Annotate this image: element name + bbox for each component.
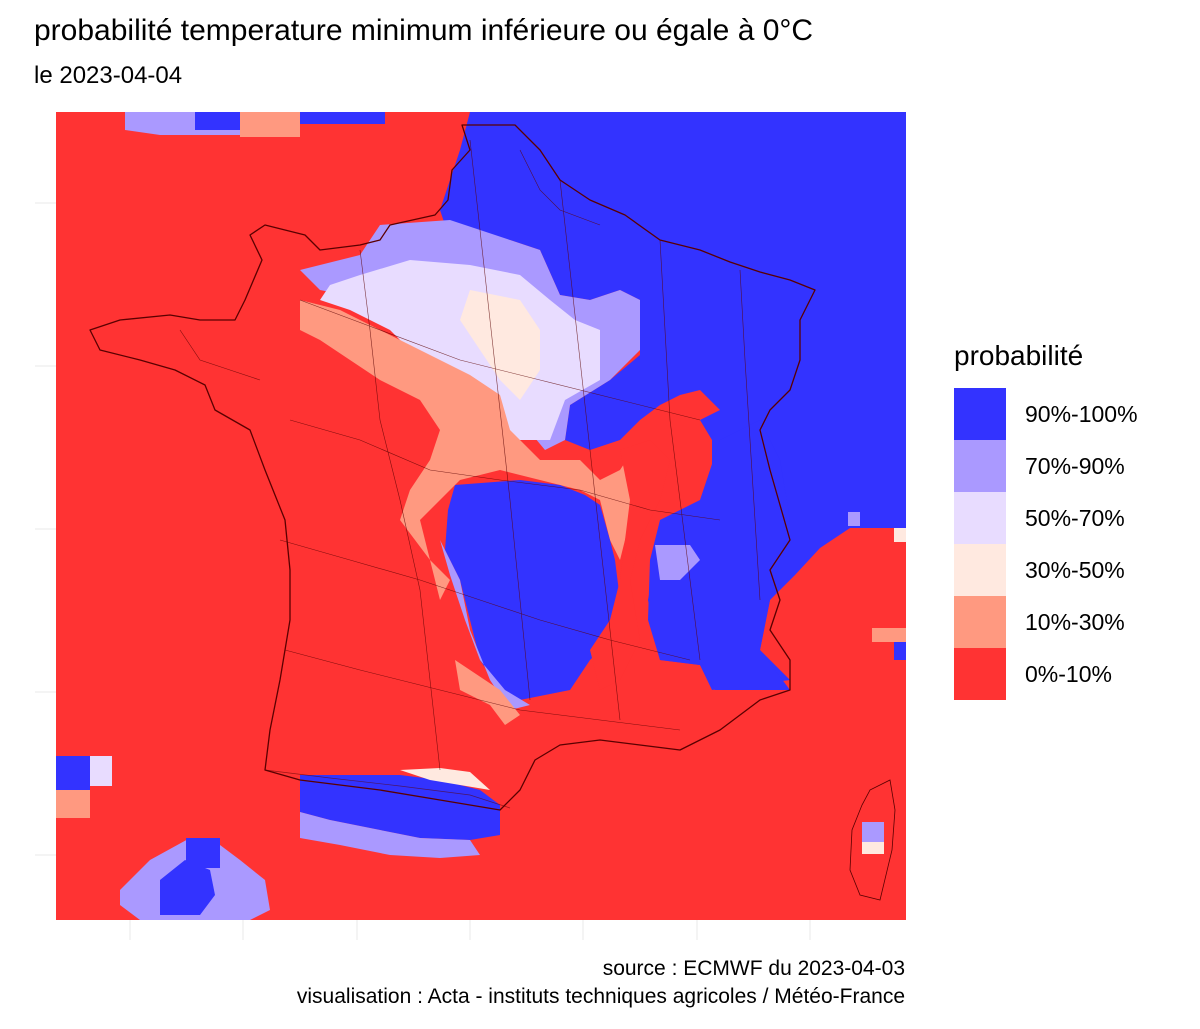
legend-swatch [954,544,1006,596]
france-outline [89,124,816,811]
legend-label: 0%-10% [1025,660,1112,687]
zone-corse-lilac [862,822,884,842]
legend-label: 70%-90% [1025,452,1125,479]
zone-pyrenees-pale [400,768,490,790]
legend-item: 70%-90% [954,440,1138,492]
zone-pale [320,260,600,440]
zone-alpes [648,420,790,690]
chart-title: probabilité temperature minimum inférieu… [34,14,814,47]
zone-galicia [56,756,90,790]
legend-swatch [954,648,1006,700]
zone-nord-est [440,112,906,690]
legend-title: probabilité [954,340,1084,371]
zone-light-pink [460,290,540,400]
zone-sierra-blue [160,860,215,915]
legend-swatch [954,596,1006,648]
department-boundaries [179,139,761,771]
grid-lines [35,202,811,940]
chart-subtitle: le 2023-04-04 [34,62,183,89]
legend-swatch [954,440,1006,492]
zone-pyrenees [300,775,500,840]
zone-pyrenees-lilac [300,812,480,858]
zone-galicia-salmon [56,790,90,818]
caption-credit: visualisation : Acta - instituts techniq… [296,985,905,1008]
zone-salmon-1 [300,300,660,600]
legend-item: 30%-50% [954,544,1138,596]
legend-label: 50%-70% [1025,504,1125,531]
legend-item: 50%-70% [954,492,1138,544]
border-spain [264,769,511,809]
zone-massif-central [445,480,620,700]
zone-sierra-blue-2 [186,838,220,868]
legend-swatch [954,492,1006,544]
legend-item: 0%-10% [954,648,1138,700]
zone-massif-edge-2 [455,660,520,725]
legend-label: 30%-50% [1025,556,1125,583]
caption-source: source : ECMWF du 2023-04-03 [602,957,905,980]
legend: probabilité 90%-100% 70%-90% 50%-70% 30%… [954,340,1138,700]
legend-label: 10%-30% [1025,608,1125,635]
legend-label: 90%-100% [1025,400,1138,427]
legend-item: 90%-100% [954,388,1138,440]
legend-item: 10%-30% [954,596,1138,648]
legend-swatch [954,388,1006,440]
